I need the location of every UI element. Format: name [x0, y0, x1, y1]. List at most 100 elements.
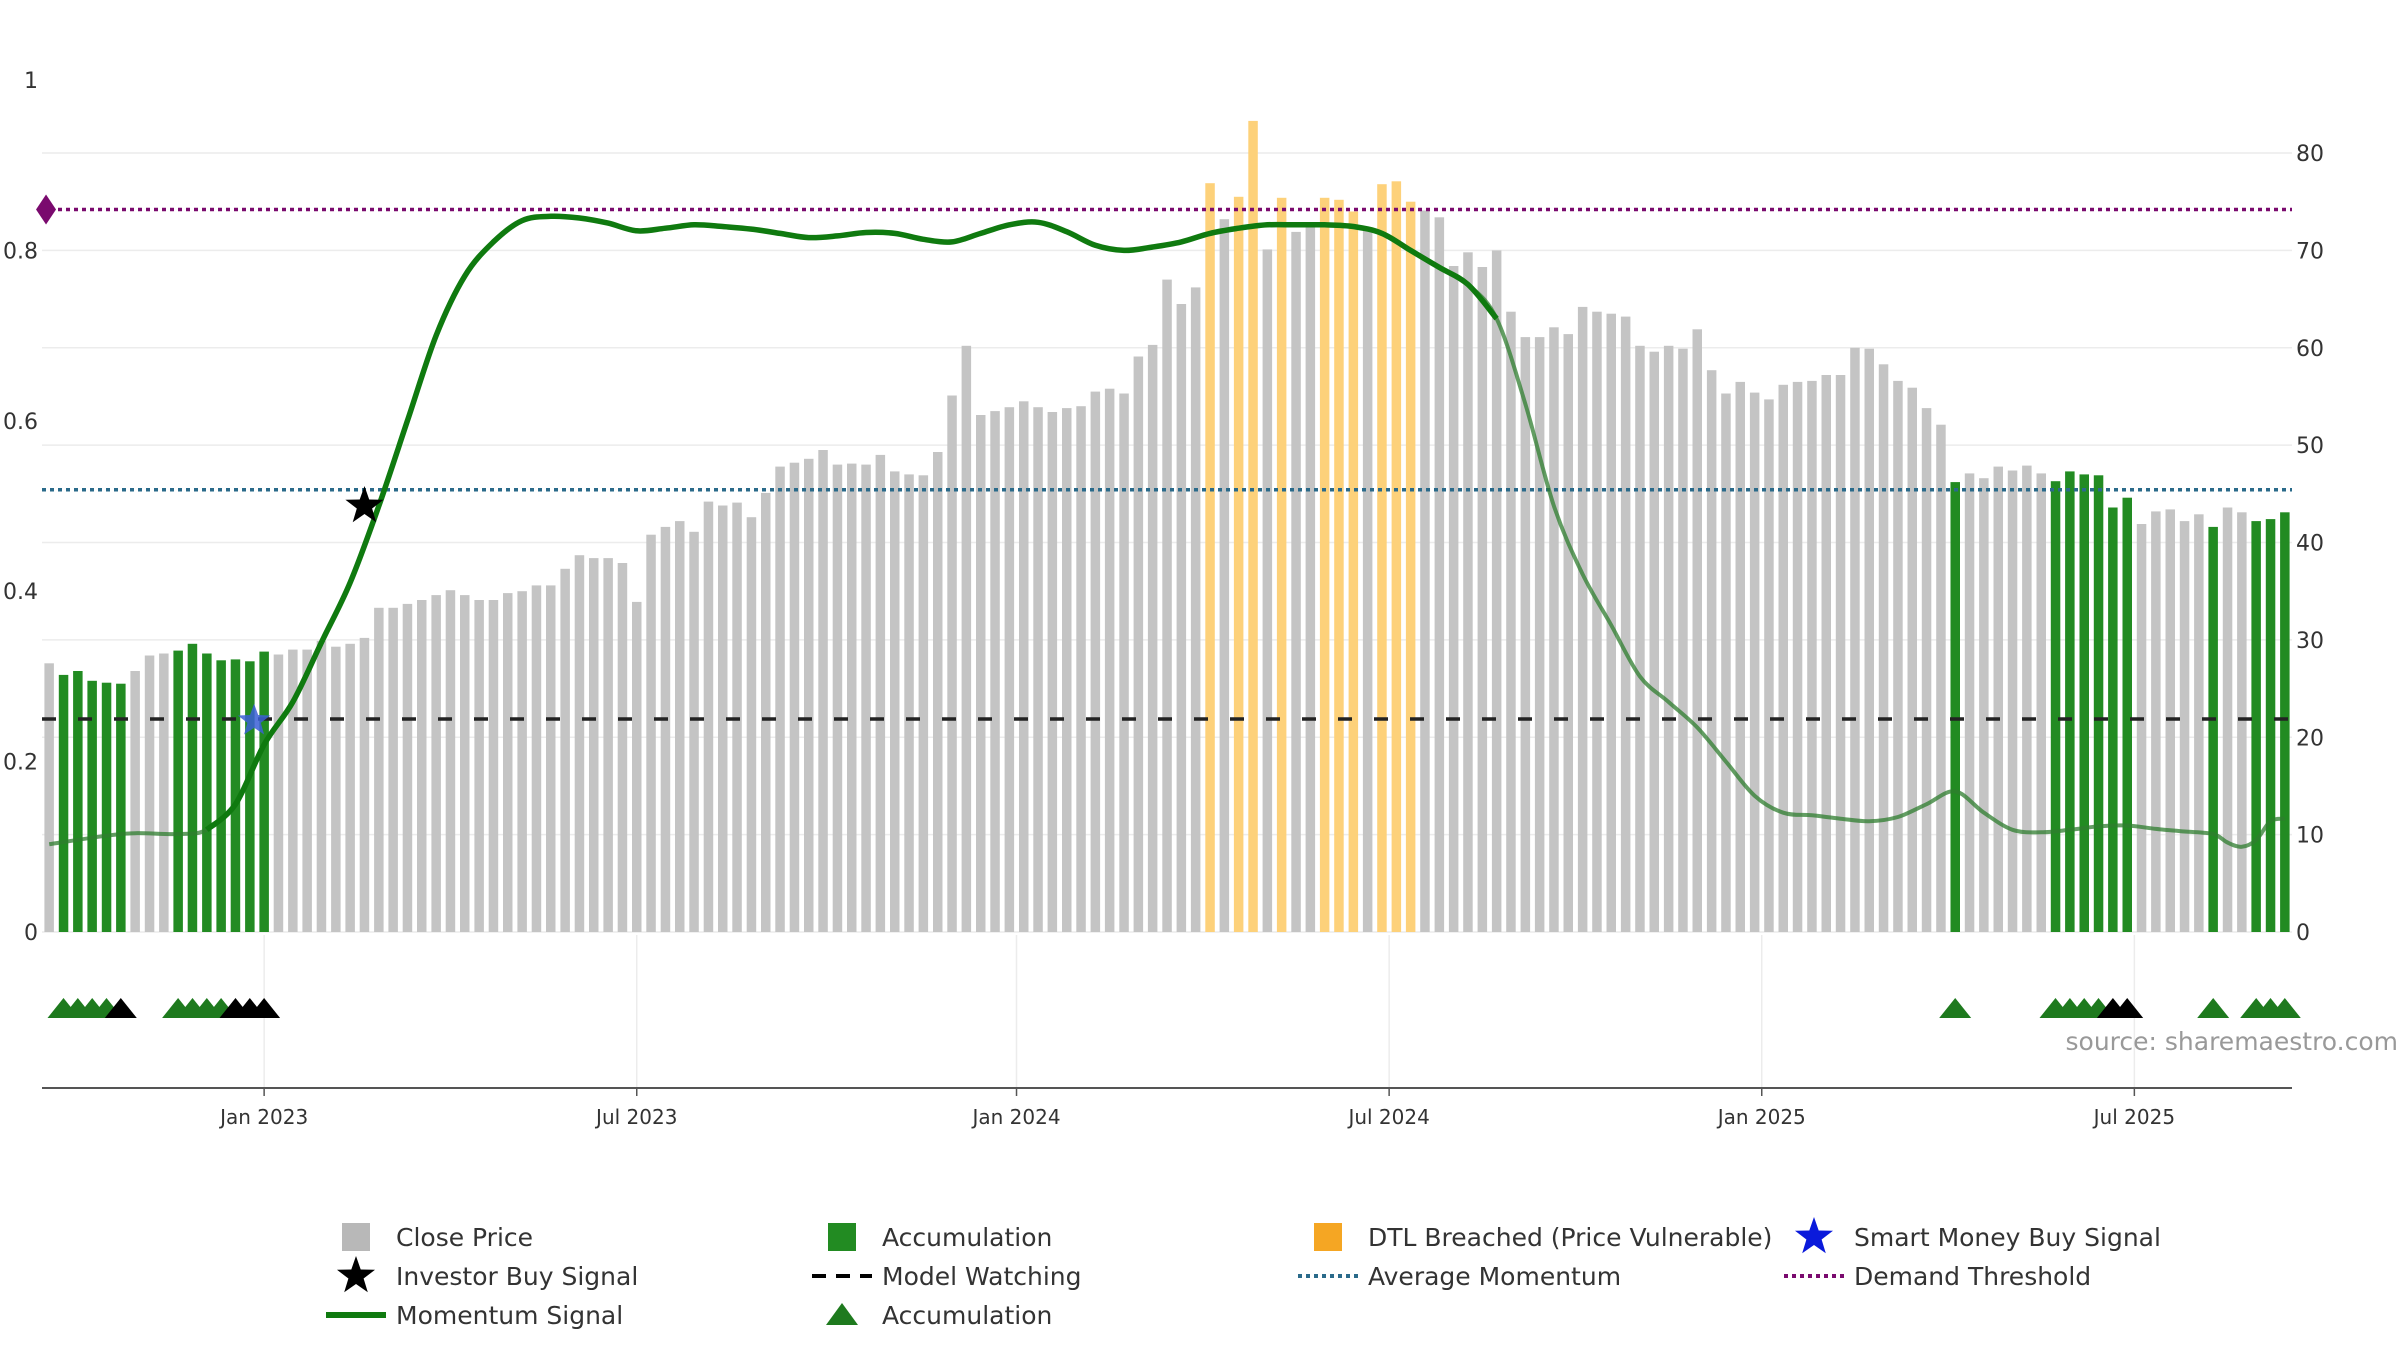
close-price-bar: [1104, 388, 1115, 932]
x-axis-tick-label: Jul 2024: [1346, 1105, 1429, 1129]
close-price-bar: [947, 395, 957, 932]
close-price-bar: [574, 555, 585, 932]
close-price-bar: [1635, 345, 1645, 932]
close-price-bar: [503, 593, 513, 932]
close-price-bar: [1649, 351, 1659, 932]
close-price-bar: [1936, 424, 1946, 932]
legend-item-average-momentum: Average Momentum: [1298, 1262, 1621, 1291]
accumulation-bar: [2208, 526, 2218, 932]
right-axis-tick-label: 70: [2296, 239, 2324, 264]
close-price-bar: [990, 411, 1000, 933]
close-price-bar: [2237, 512, 2247, 932]
right-axis-tick-label: 50: [2296, 434, 2324, 459]
close-price-bar: [1663, 345, 1674, 932]
close-price-bar: [703, 501, 714, 932]
close-price-bar: [1749, 392, 1760, 933]
close-price-bar: [1907, 387, 1917, 932]
close-price-bar: [632, 601, 642, 932]
legend-item-accumulation: Accumulation: [826, 1301, 1052, 1330]
close-price-bar: [1019, 401, 1029, 932]
right-axis-tick-label: 20: [2296, 726, 2324, 751]
dtl-breached-bar: [1391, 181, 1402, 933]
close-price-bar: [1362, 229, 1373, 932]
x-axis-tick-label: Jan 2024: [970, 1105, 1060, 1129]
right-axis-tick-label: 40: [2296, 532, 2324, 557]
close-price-bar: [1577, 306, 1588, 932]
right-axis-tick-label: 60: [2296, 337, 2324, 362]
dtl-breached-bar: [1248, 120, 1258, 932]
dtl-breached-bar: [1233, 196, 1244, 933]
close-price-bar: [44, 663, 54, 932]
close-price-bar: [1262, 249, 1273, 932]
accumulation-bar: [1950, 482, 1960, 932]
close-price-bar: [1678, 348, 1688, 932]
demand-threshold-marker: [36, 194, 57, 225]
close-price-bar: [675, 521, 685, 932]
close-price-bar: [560, 568, 570, 932]
right-axis-tick-label: 30: [2296, 629, 2324, 654]
accumulation-triangle: [1939, 998, 1972, 1018]
accumulation-bar: [101, 682, 112, 932]
close-price-bar: [1491, 250, 1502, 932]
dtl-breached-bar: [1348, 211, 1359, 932]
close-price-bar: [1477, 267, 1488, 932]
close-price-bar: [1778, 384, 1788, 932]
close-price-bar: [746, 517, 757, 932]
close-price-bar: [1291, 231, 1301, 932]
accumulation-triangle: [2268, 998, 2301, 1018]
close-price-bar: [2179, 521, 2190, 932]
investor-buy-triangle: [104, 998, 137, 1018]
close-price-bar: [660, 526, 671, 932]
close-price-bar: [804, 458, 814, 932]
accumulation-bar: [73, 671, 83, 932]
right-axis-tick-label: 80: [2296, 142, 2324, 167]
close-price-bar: [818, 450, 828, 932]
close-price-bar: [402, 603, 413, 932]
close-price-bar: [159, 653, 169, 932]
close-price-bar: [847, 463, 857, 932]
legend-label: Accumulation: [882, 1301, 1052, 1330]
close-price-bar: [2222, 507, 2233, 932]
close-price-bar: [1506, 311, 1516, 932]
accumulation-bar: [58, 674, 69, 932]
legend-item-dtl-breached-price-vulnerable: DTL Breached (Price Vulnerable): [1314, 1223, 1772, 1252]
left-axis-tick-label: 0.8: [3, 239, 38, 264]
accumulation-bar: [2251, 521, 2261, 932]
investor-buy-signal-star: [345, 486, 384, 523]
close-price-bar: [1721, 393, 1731, 932]
close-price-bar: [417, 600, 427, 932]
close-price-bar: [546, 585, 556, 932]
close-price-bar: [1463, 252, 1473, 933]
source-credit: source: sharemaestro.com: [2066, 1027, 2399, 1056]
close-price-bar: [1090, 391, 1101, 933]
legend-label: Momentum Signal: [396, 1301, 623, 1330]
close-price-bar: [1706, 370, 1717, 932]
close-price-bar: [1305, 222, 1316, 932]
accumulation-bar: [259, 651, 269, 932]
legend-item-momentum-signal: Momentum Signal: [326, 1301, 623, 1330]
accumulation-bar: [2108, 507, 2118, 932]
close-price-bar: [890, 471, 900, 932]
close-price-bar: [1563, 334, 1573, 933]
event-markers: [47, 998, 2301, 1018]
smart-money-buy-signal-star: [237, 703, 271, 735]
close-price-bar: [961, 345, 972, 932]
close-price-bar: [1448, 266, 1459, 932]
close-price-bar: [1807, 380, 1817, 932]
close-price-bar: [474, 600, 484, 932]
close-price-bar: [130, 671, 140, 932]
close-price-bar: [2036, 473, 2046, 932]
legend-item-investor-buy-signal: Investor Buy Signal: [337, 1256, 638, 1293]
close-price-bar: [789, 462, 800, 932]
close-price-bar: [1979, 478, 1989, 932]
legend: Close Price Accumulation DTL Breached (Pri…: [326, 1217, 2161, 1330]
legend-label: Average Momentum: [1368, 1262, 1621, 1291]
legend-label: Smart Money Buy Signal: [1854, 1223, 2161, 1252]
close-price-bar: [1864, 348, 1874, 932]
dtl-breached-bar: [1276, 197, 1287, 933]
close-price-bar: [832, 464, 843, 932]
close-price-bar: [1764, 399, 1774, 932]
accumulation-bar: [245, 661, 255, 932]
close-price-bar: [2022, 465, 2032, 932]
